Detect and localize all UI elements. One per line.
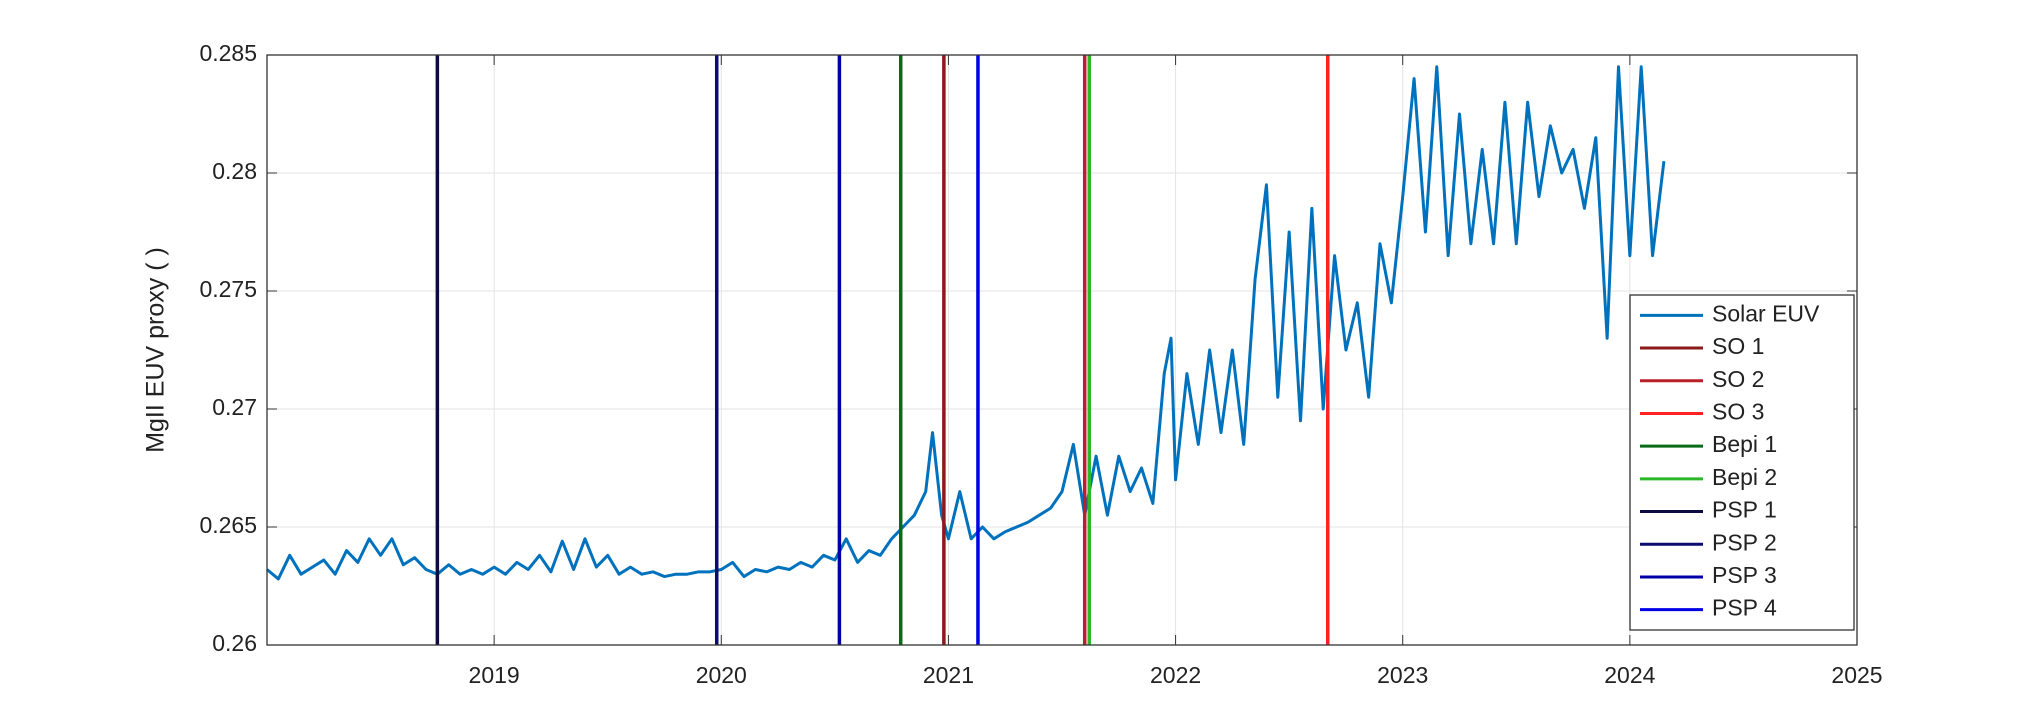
x-tick-label: 2025: [1831, 662, 1882, 688]
x-tick-label: 2019: [469, 662, 520, 688]
x-tick-label: 2023: [1377, 662, 1428, 688]
legend-label: PSP 3: [1712, 562, 1777, 588]
legend-label: SO 3: [1712, 399, 1764, 425]
legend-label: PSP 2: [1712, 529, 1777, 555]
plot-frame: [266, 54, 1858, 646]
data-line: [266, 65, 1666, 581]
legend-label: Bepi 1: [1712, 431, 1777, 457]
legend-box: [1629, 294, 1855, 631]
legend-label: SO 2: [1712, 366, 1764, 392]
legend-label: Solar EUV: [1712, 300, 1820, 326]
legend-label: SO 1: [1712, 333, 1764, 359]
x-tick-label: 2022: [1150, 662, 1201, 688]
legend-label: PSP 4: [1712, 595, 1777, 621]
x-tick-label: 2021: [923, 662, 974, 688]
y-tick-label: 0.285: [199, 40, 257, 66]
y-axis-label: MgII EUV proxy ( ): [142, 247, 170, 453]
y-tick-label: 0.265: [199, 512, 257, 538]
y-tick-label: 0.275: [199, 276, 257, 302]
x-tick-label: 2020: [696, 662, 747, 688]
plot-area: [267, 55, 1857, 645]
legend-label: Bepi 2: [1712, 464, 1777, 490]
y-tick-label: 0.26: [212, 630, 257, 656]
legend-label: PSP 1: [1712, 497, 1777, 523]
x-tick-label: 2024: [1604, 662, 1655, 688]
y-tick-label: 0.28: [212, 158, 257, 184]
y-tick-label: 0.27: [212, 394, 257, 420]
